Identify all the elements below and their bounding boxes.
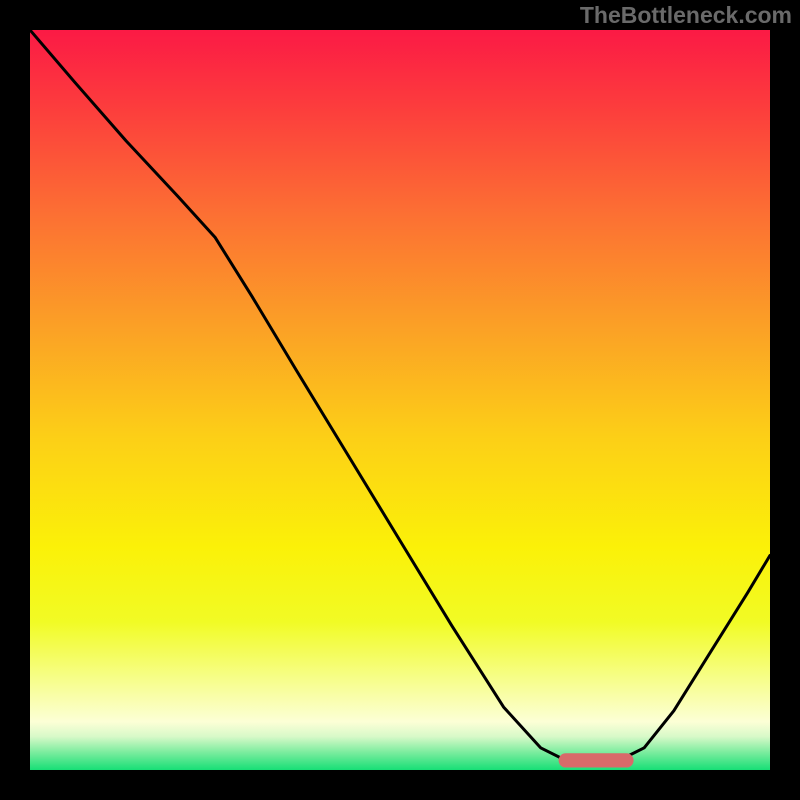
optimum-marker — [559, 754, 633, 767]
chart-svg — [30, 30, 770, 770]
watermark-text: TheBottleneck.com — [580, 2, 792, 29]
chart-background — [30, 30, 770, 770]
plot-area — [30, 30, 770, 770]
figure-container: TheBottleneck.com — [0, 0, 800, 800]
